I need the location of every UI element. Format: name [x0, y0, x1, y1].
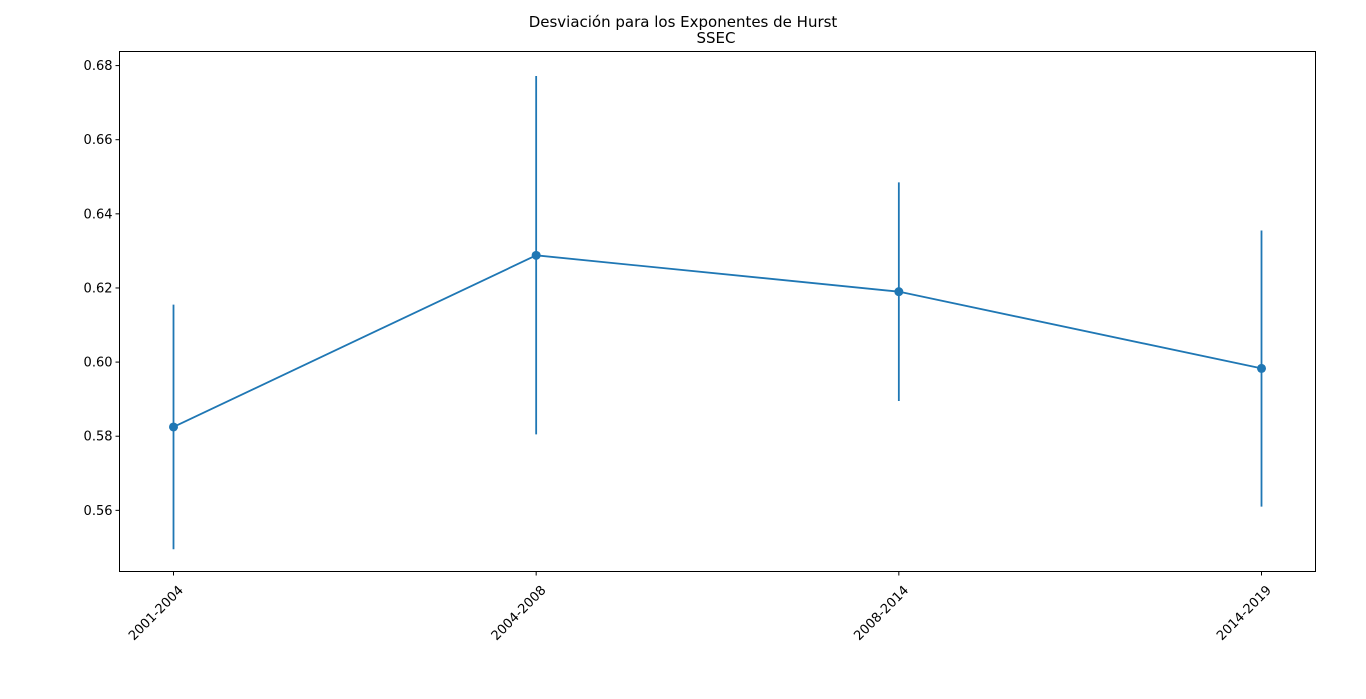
chart-subtitle: SSEC — [697, 29, 736, 47]
data-point — [169, 422, 178, 432]
y-tick-label: 0.68 — [84, 59, 113, 74]
x-axis: 2001-2004 2004-2008 2008-2014 2014-2019 — [126, 571, 1275, 644]
x-tick-label: 2001-2004 — [126, 583, 187, 644]
data-marks — [169, 75, 1266, 550]
x-tick-label: 2008-2014 — [851, 583, 912, 644]
x-tick-label: 2014-2019 — [1214, 583, 1275, 644]
y-tick-label: 0.64 — [84, 207, 113, 222]
y-tick-label: 0.56 — [84, 504, 113, 519]
data-point — [531, 250, 541, 260]
plot-area — [119, 51, 1316, 572]
y-tick-label: 0.62 — [84, 281, 113, 296]
chart-title: Desviación para los Exponentes de Hurst — [529, 13, 838, 31]
y-tick-label: 0.58 — [84, 430, 113, 445]
y-tick-label: 0.60 — [84, 356, 113, 371]
y-axis: 0.56 0.58 0.60 0.62 0.64 0.66 0.68 — [84, 59, 120, 519]
data-point — [894, 287, 904, 297]
data-point — [1257, 363, 1266, 373]
y-tick-label: 0.66 — [84, 133, 113, 148]
series-line — [173, 254, 1262, 428]
x-tick-label: 2004-2008 — [489, 583, 550, 644]
